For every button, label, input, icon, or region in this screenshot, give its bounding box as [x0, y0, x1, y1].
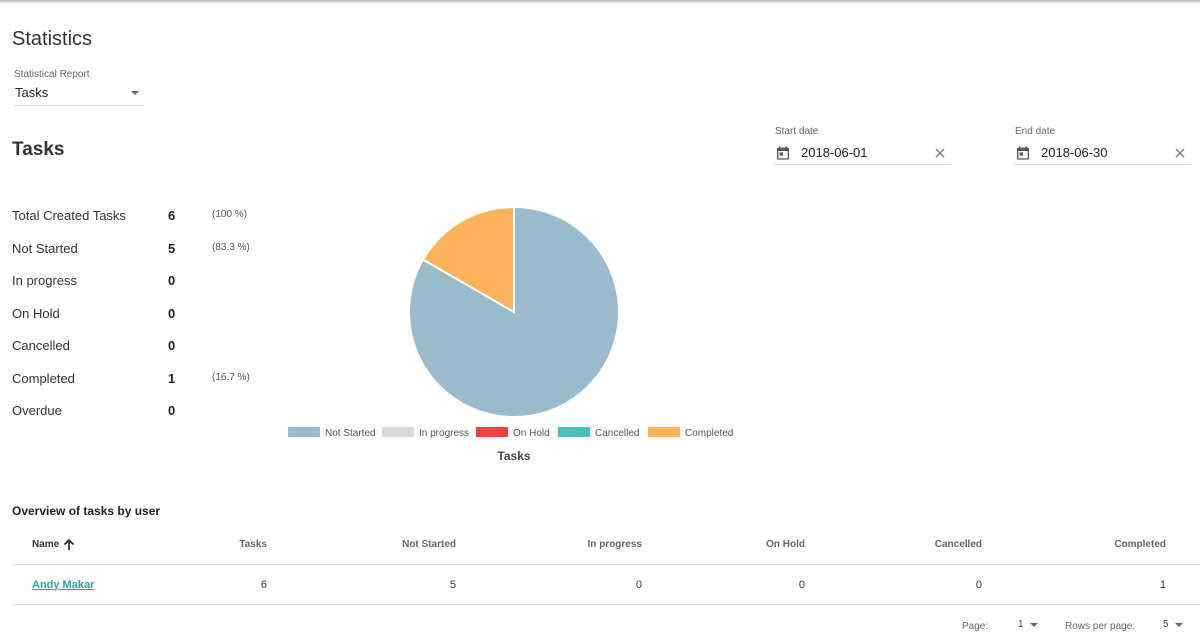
stat-value: 6 — [168, 208, 176, 223]
end-date-box[interactable]: 2018-06-30 — [1015, 141, 1191, 165]
column-header-completed[interactable]: Completed — [1114, 538, 1166, 550]
top-shadow — [0, 0, 1200, 4]
stat-value: 1 — [168, 370, 176, 386]
legend-swatch — [476, 427, 508, 437]
column-header-tasks[interactable]: Tasks — [239, 538, 267, 550]
stat-percent: (100 %) — [212, 209, 248, 220]
stat-name: Total Created Tasks — [12, 208, 126, 223]
start-date-field[interactable]: Start date 2018-06-01 — [775, 126, 951, 165]
start-date-label: Start date — [775, 126, 819, 137]
page-select[interactable]: 1 — [1018, 619, 1038, 630]
overview-table: Name Tasks Not Started In progress On Ho… — [12, 524, 1200, 605]
sort-arrow-up-icon[interactable] — [63, 538, 75, 551]
stat-name: Overdue — [12, 403, 62, 418]
clear-icon[interactable] — [1173, 146, 1187, 160]
stat-percent: (16.7 %) — [212, 371, 250, 383]
stat-row: In progress 0 — [12, 268, 272, 301]
legend-item[interactable]: Not Started — [288, 427, 376, 439]
legend-item[interactable]: On Hold — [476, 427, 550, 439]
cell-on-hold: 0 — [798, 578, 805, 591]
clear-icon[interactable] — [933, 146, 947, 160]
legend-label: Cancelled — [595, 428, 639, 439]
stat-value: 5 — [168, 240, 176, 256]
table-header: Name Tasks Not Started In progress On Ho… — [12, 524, 1200, 565]
legend-swatch — [558, 427, 590, 437]
dropdown-arrow-icon — [1174, 622, 1183, 627]
calendar-icon[interactable] — [775, 144, 797, 162]
end-date-label: End date — [1015, 126, 1056, 137]
calendar-icon[interactable] — [1015, 144, 1037, 162]
page-label: Page: — [962, 621, 989, 632]
page-title: Statistics — [12, 28, 93, 50]
end-date-field[interactable]: End date 2018-06-30 — [1015, 126, 1191, 165]
stat-value: 0 — [168, 273, 176, 288]
column-header-not-started[interactable]: Not Started — [402, 538, 456, 550]
rows-per-page-value: 5 — [1163, 619, 1169, 630]
legend-item[interactable]: In progress — [382, 427, 469, 439]
start-date-value[interactable]: 2018-06-01 — [801, 145, 868, 160]
start-date-box[interactable]: 2018-06-01 — [775, 141, 951, 165]
stat-value: 0 — [168, 338, 176, 353]
rows-per-page-select[interactable]: 5 — [1163, 619, 1183, 630]
column-header-on-hold[interactable]: On Hold — [766, 538, 805, 550]
section-title: Tasks — [12, 139, 65, 160]
page-value: 1 — [1018, 619, 1024, 630]
stat-name: On Hold — [12, 305, 60, 321]
table-row: Andy Makar 6 5 0 0 0 1 — [12, 565, 1200, 605]
cell-not-started: 5 — [449, 578, 456, 591]
cell-in-progress: 0 — [635, 578, 642, 591]
legend-item[interactable]: Completed — [648, 427, 733, 439]
legend-label: Completed — [685, 428, 733, 439]
report-select-box[interactable]: Tasks — [14, 85, 144, 106]
report-select-label: Statistical Report — [14, 69, 90, 80]
dropdown-arrow-icon — [1029, 622, 1038, 627]
legend-swatch — [382, 427, 414, 437]
cell-completed: 1 — [1159, 578, 1166, 591]
tasks-pie-chart: Not Started In progress On Hold Cancelled Co… — [270, 195, 770, 475]
legend-label: On Hold — [513, 428, 550, 439]
stat-value: 0 — [168, 305, 176, 321]
chart-title: Tasks — [497, 449, 530, 463]
pie-slice-completed[interactable] — [421, 205, 515, 314]
stat-row: Total Created Tasks 6 (100 %) — [12, 203, 272, 236]
stat-row: Not Started 5 (83.3 %) — [12, 236, 272, 269]
rows-per-page-label: Rows per page: — [1065, 621, 1136, 632]
pagination: Page: 1 Rows per page: 5 — [0, 617, 1200, 637]
stat-row: Completed 1 (16.7 %) — [12, 366, 272, 399]
dropdown-arrow-icon — [131, 91, 139, 95]
user-link[interactable]: Andy Makar — [32, 578, 95, 591]
stat-name: Not Started — [12, 240, 78, 256]
cell-cancelled: 0 — [975, 578, 982, 591]
legend-label: In progress — [419, 428, 469, 439]
task-stats-list: Total Created Tasks 6 (100 %) Not Starte… — [12, 203, 272, 431]
column-header-cancelled[interactable]: Cancelled — [934, 538, 982, 550]
cell-tasks: 6 — [260, 578, 267, 591]
cell-name: Andy Makar — [32, 565, 152, 604]
report-select-value: Tasks — [15, 85, 49, 100]
column-header-name[interactable]: Name — [32, 524, 152, 564]
legend-item[interactable]: Cancelled — [558, 427, 639, 439]
stat-percent: (83.3 %) — [212, 241, 250, 253]
stat-value: 0 — [168, 403, 176, 418]
stat-row: Cancelled 0 — [12, 333, 272, 366]
column-header-name-label: Name — [32, 538, 60, 550]
legend-label: Not Started — [325, 428, 376, 439]
stat-name: In progress — [12, 273, 78, 288]
stat-row: On Hold 0 — [12, 301, 272, 334]
stat-name: Cancelled — [12, 338, 70, 353]
stat-name: Completed — [12, 370, 75, 386]
legend-swatch — [288, 427, 320, 437]
overview-title: Overview of tasks by user — [12, 504, 161, 518]
column-header-in-progress[interactable]: In progress — [587, 538, 642, 550]
stat-row: Overdue 0 — [12, 398, 272, 431]
end-date-value[interactable]: 2018-06-30 — [1041, 145, 1108, 160]
pie-chart-svg: Not Started In progress On Hold Cancelled Co… — [288, 205, 733, 463]
report-select[interactable]: Statistical Report Tasks — [14, 69, 144, 106]
legend-swatch — [648, 427, 680, 437]
